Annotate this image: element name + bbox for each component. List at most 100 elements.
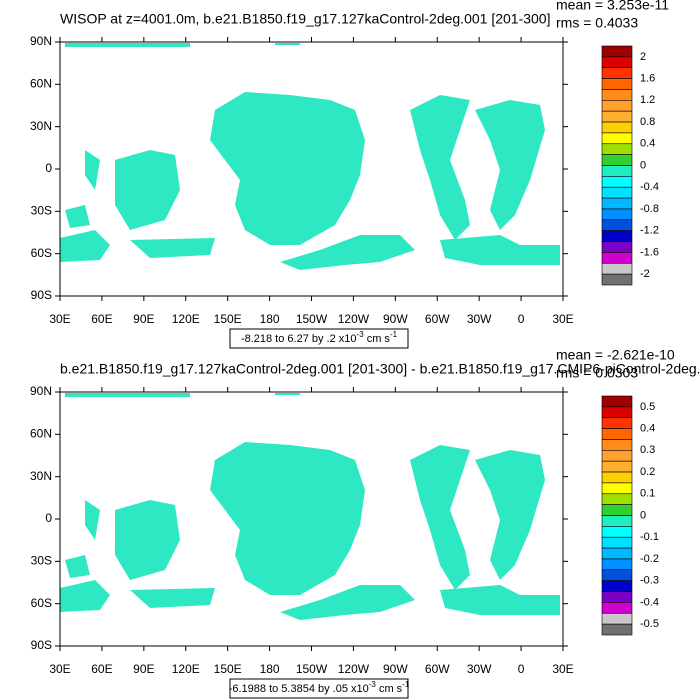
lat-label: 0 [45, 161, 52, 175]
range-part: -1 [390, 330, 398, 339]
colorbar-box [601, 439, 633, 451]
lon-label: 30E [49, 662, 70, 676]
colorbar-box [601, 493, 633, 505]
lon-label: 120E [172, 312, 200, 326]
range-text: -6.1988 to 5.3854 by .05 x10-3 cm s-1 [229, 680, 410, 695]
lon-label: 90E [133, 312, 154, 326]
colorbar-label: 1.2 [640, 94, 655, 106]
colorbar-box [601, 547, 633, 560]
colorbar-label: 0 [640, 509, 646, 521]
lat-label: 30N [30, 119, 52, 133]
colorbar-box [601, 78, 633, 90]
lat-label: 90N [30, 384, 52, 398]
colorbar-box [601, 612, 633, 625]
lon-label: 30E [552, 312, 573, 326]
lon-label: 0 [518, 662, 525, 676]
range-part: -8.218 to 6.27 by .2 x10 [241, 333, 357, 345]
lon-label: 90W [383, 312, 408, 326]
colorbar-label: -0.8 [640, 203, 659, 215]
lat-label: 30N [30, 469, 52, 483]
colorbar-label: -0.4 [640, 596, 659, 608]
colorbar-box [601, 515, 633, 527]
colorbar-label: -0.1 [640, 531, 659, 543]
lat-label: 60N [30, 427, 52, 441]
colorbar-label: 0.4 [640, 138, 655, 150]
lon-label: 30E [552, 662, 573, 676]
colorbar-box [601, 241, 633, 253]
colorbar-label: 0.4 [640, 422, 655, 434]
colorbar-box [601, 132, 633, 145]
colorbar-label: 0.1 [640, 488, 655, 500]
lat-label: 30S [31, 554, 52, 568]
colorbar-box [601, 526, 633, 538]
colorbar-box [601, 482, 633, 495]
lon-label: 120W [338, 312, 370, 326]
colorbar-label: -0.2 [640, 553, 659, 565]
range-text: -8.218 to 6.27 by .2 x10-3 cm s-1 [241, 330, 398, 345]
colorbar-label: 0 [640, 159, 646, 171]
lon-label: 180 [260, 662, 280, 676]
colorbar-box [601, 56, 633, 69]
stat: mean = -2.621e-10 [556, 347, 675, 363]
lat-label: 90N [30, 34, 52, 48]
colorbar-label: -0.4 [640, 181, 659, 193]
colorbar-box [601, 569, 633, 581]
lat-label: 60N [30, 77, 52, 91]
colorbar-box [601, 176, 633, 188]
range-part: cm s [364, 333, 391, 345]
range-part: -3 [357, 330, 365, 339]
colorbar-label: -0.5 [640, 618, 659, 630]
colorbar-label: 0.3 [640, 444, 655, 456]
lon-label: 90E [133, 662, 154, 676]
colorbar-label: 2 [640, 51, 646, 63]
lon-label: 120E [172, 662, 200, 676]
range-part: -6.1988 to 5.3854 by .05 x10 [229, 683, 369, 695]
colorbar-box [601, 89, 633, 101]
colorbar-box [601, 100, 633, 112]
colorbar-box [601, 504, 633, 516]
map-panel: WISOP at z=4001.0m, b.e21.B1850.f19_g17.… [30, 0, 669, 349]
colorbar-box [601, 460, 633, 473]
colorbar-label: 0.2 [640, 466, 655, 478]
colorbar-box [601, 450, 633, 462]
colorbar-box [601, 121, 633, 134]
lon-label: 150E [214, 312, 242, 326]
colorbar-box [601, 252, 633, 264]
colorbar-box [601, 558, 633, 571]
panel-title: b.e21.B1850.f19_g17.127kaControl-2deg.00… [60, 361, 700, 377]
stat: mean = 3.253e-11 [556, 0, 669, 13]
lat-label: 0 [45, 511, 52, 525]
range-part: -3 [369, 680, 377, 689]
colorbar-box [601, 110, 633, 123]
colorbar-box [601, 602, 633, 614]
colorbar-box [601, 395, 633, 408]
colorbar-box [601, 219, 633, 231]
colorbar-box [601, 67, 633, 79]
range-box [229, 678, 409, 699]
range-box [229, 328, 409, 349]
lat-label: 60S [31, 596, 52, 610]
stat: rms = 0.0303 [556, 365, 638, 381]
colorbar-box [601, 143, 633, 155]
colorbar-box [601, 230, 633, 242]
colorbar-box [601, 45, 633, 58]
stat: rms = 0.4033 [556, 15, 638, 31]
colorbar-box [601, 154, 633, 166]
panel-title: WISOP at z=4001.0m, b.e21.B1850.f19_g17.… [60, 11, 550, 27]
colorbar-box [601, 186, 633, 199]
colorbar-label: -2 [640, 268, 650, 280]
colorbar-box [601, 417, 633, 429]
lat-label: 90S [31, 638, 52, 652]
range-part: -1 [402, 680, 410, 689]
lon-label: 150W [296, 662, 328, 676]
lon-label: 150W [296, 312, 328, 326]
lat-label: 60S [31, 246, 52, 260]
colorbar-box [601, 536, 633, 549]
lon-label: 0 [518, 312, 525, 326]
lon-label: 30W [467, 312, 492, 326]
lon-label: 90W [383, 662, 408, 676]
lon-label: 60W [425, 662, 450, 676]
range-part: cm s [376, 683, 403, 695]
colorbar-label: 0.8 [640, 116, 655, 128]
